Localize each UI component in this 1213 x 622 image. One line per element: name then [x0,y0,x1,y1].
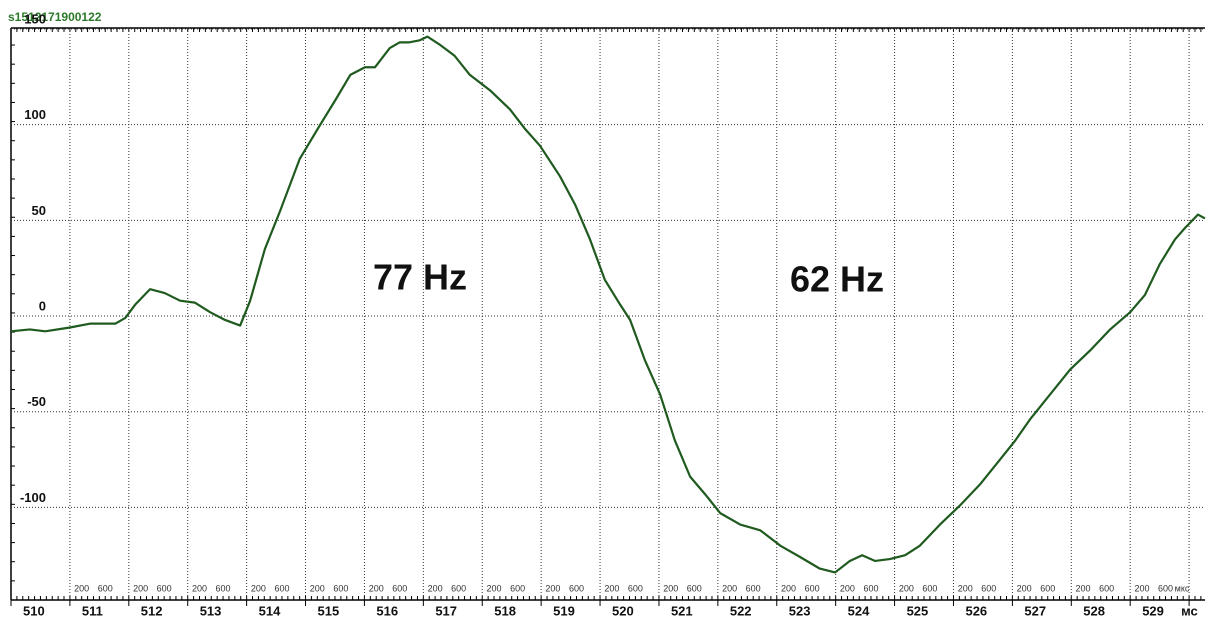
sub-tick-label: 200 [663,583,678,593]
sub-tick-label: 200 [722,583,737,593]
sub-tick-label: 600 [863,583,878,593]
x-tick-label: 517 [435,603,457,618]
sub-tick-label: 600 [98,583,113,593]
sub-tick-label: 200 [487,583,502,593]
sub-tick-label: 600 [569,583,584,593]
sub-tick-label: 200 [840,583,855,593]
y-tick-label: -100 [20,490,46,505]
sub-tick-label: 600 [1158,583,1173,593]
x-tick-label: 512 [141,603,163,618]
x-tick-label: 511 [82,603,103,618]
sub-tick-label: 200 [545,583,560,593]
sub-tick-label: 600 [628,583,643,593]
annotation: 77 Hz [373,257,467,298]
x-tick-label: 518 [494,603,516,618]
sub-tick-label: 600 [981,583,996,593]
sub-tick-label: 200 [310,583,325,593]
sub-tick-label: 600 [216,583,231,593]
x-tick-label: 529 [1142,603,1164,618]
y-tick-label: 0 [39,298,46,313]
sub-tick-label: 600 [687,583,702,593]
sub-tick-label: 200 [74,583,89,593]
sub-tick-label: 600 [922,583,937,593]
sub-tick-label: 200 [958,583,973,593]
sub-tick-label: 200 [604,583,619,593]
sub-tick-label: 600 [392,583,407,593]
sub-tick-label: 600 [157,583,172,593]
sub-tick-label: 200 [251,583,266,593]
sub-tick-label: 200 [369,583,384,593]
sub-tick-label: 600 [1040,583,1055,593]
x-tick-label: 519 [553,603,575,618]
y-tick-label: 50 [32,203,46,218]
x-tick-label: 521 [671,603,693,618]
x-tick-label: 524 [848,603,870,618]
x-tick-label: 527 [1024,603,1046,618]
x-tick-label: 510 [23,603,45,618]
x-tick-label: 525 [907,603,929,618]
x-tick-label: 528 [1083,603,1105,618]
sub-tick-label: 600 [333,583,348,593]
x-tick-label: мс [1181,603,1198,618]
series-line [10,35,1206,574]
y-tick-label: -50 [27,394,46,409]
x-tick-label: 522 [730,603,752,618]
x-tick-label: 513 [200,603,222,618]
sub-tick-label: 600 [451,583,466,593]
x-tick-label: 520 [612,603,634,618]
y-tick-label: 150 [24,11,46,26]
sub-tick-label: 600 [805,583,820,593]
sub-tick-label: 200 [1134,583,1149,593]
sub-tick-label: 600 [746,583,761,593]
sub-tick-label: 200 [1076,583,1091,593]
x-tick-label: 514 [259,603,281,618]
sub-tick-label: 200 [428,583,443,593]
sub-tick-label: 200 [133,583,148,593]
sub-tick-label: 200 [781,583,796,593]
annotation: 62 Hz [790,259,884,300]
chart-title: s1512171900122 [8,10,102,24]
x-tick-label: 526 [965,603,987,618]
x-tick-label: 515 [318,603,340,618]
sub-tick-label: 200 [192,583,207,593]
sub-tick-label: 600 [510,583,525,593]
sub-tick-label: 600 [1099,583,1114,593]
sub-tick-label: 600 [274,583,289,593]
x-tick-label: 523 [789,603,811,618]
sub-tick-label: 200 [899,583,914,593]
sub-unit-label: мкс [1175,583,1190,593]
sub-tick-label: 200 [1017,583,1032,593]
x-tick-label: 516 [376,603,398,618]
y-tick-label: 100 [24,107,46,122]
